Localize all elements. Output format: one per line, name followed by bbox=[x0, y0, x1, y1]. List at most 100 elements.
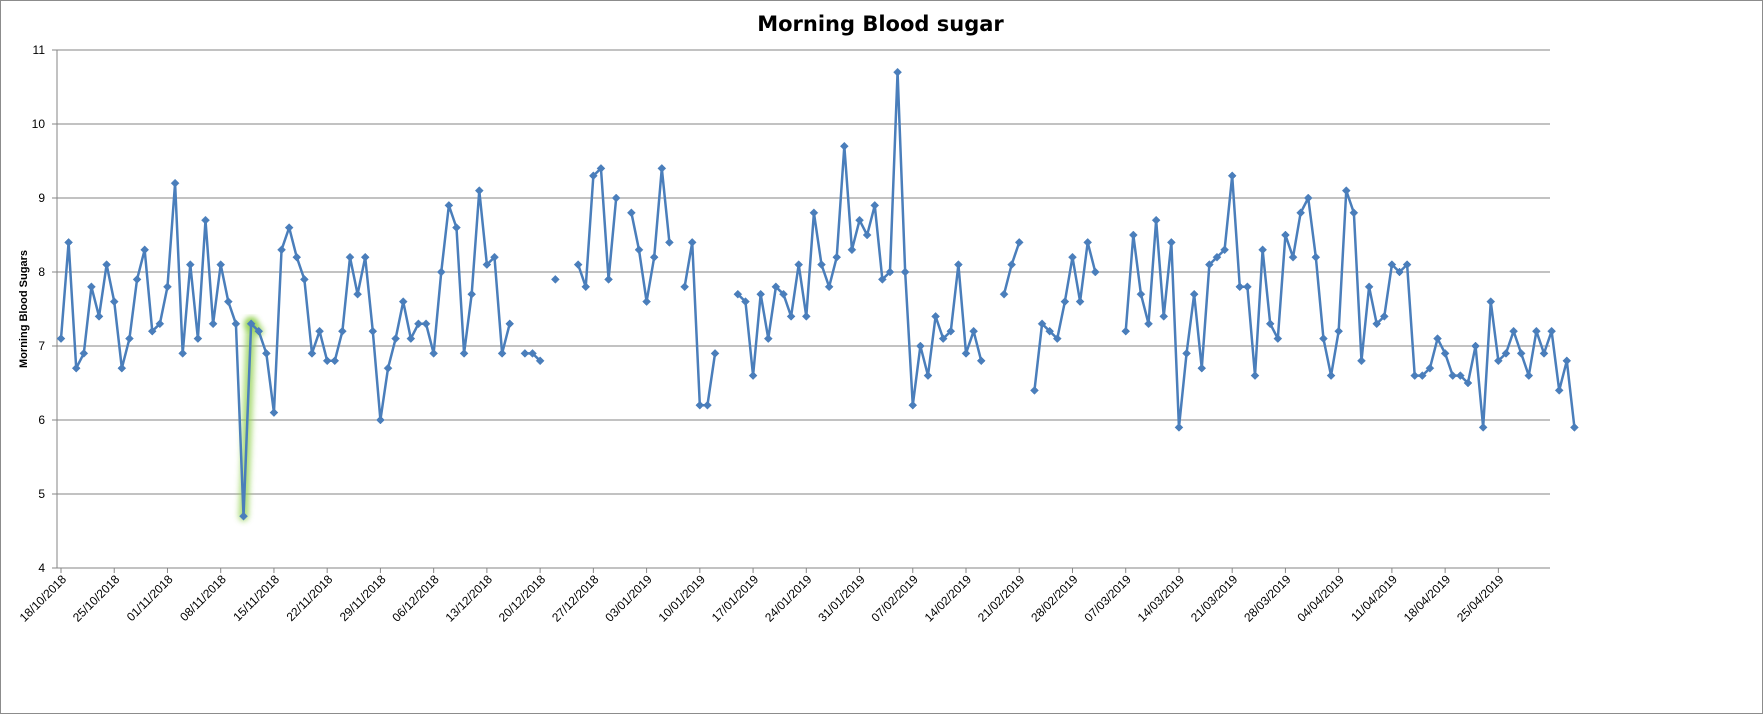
data-point bbox=[741, 297, 750, 306]
x-tick-label: 28/02/2019 bbox=[1028, 572, 1081, 625]
data-point bbox=[1433, 334, 1442, 343]
data-point bbox=[1220, 245, 1229, 255]
data-point bbox=[969, 326, 978, 336]
data-point bbox=[406, 334, 416, 343]
data-point bbox=[1448, 371, 1458, 380]
data-point bbox=[1539, 349, 1549, 358]
data-point bbox=[1455, 371, 1465, 380]
x-tick-label: 24/01/2019 bbox=[762, 572, 815, 625]
y-tick-label: 5 bbox=[38, 487, 45, 501]
data-point bbox=[223, 297, 233, 306]
x-tick-label: 11/04/2019 bbox=[1348, 572, 1400, 624]
data-point bbox=[1258, 245, 1267, 255]
data-point bbox=[132, 275, 142, 284]
data-point bbox=[56, 334, 66, 343]
y-tick-label: 8 bbox=[38, 265, 45, 279]
x-tick-label: 15/11/2018 bbox=[230, 572, 282, 624]
x-tick-label: 27/12/2018 bbox=[549, 572, 602, 625]
data-point bbox=[763, 334, 773, 343]
x-tick-label: 07/03/2019 bbox=[1081, 572, 1134, 625]
data-point bbox=[246, 319, 256, 329]
data-point bbox=[429, 349, 439, 358]
data-point bbox=[573, 260, 583, 269]
data-point bbox=[353, 289, 362, 299]
data-point bbox=[1372, 319, 1382, 329]
data-point bbox=[581, 282, 591, 292]
data-point bbox=[954, 260, 963, 269]
data-point bbox=[1547, 326, 1556, 336]
data-point bbox=[497, 349, 507, 358]
y-tick-label: 6 bbox=[38, 413, 45, 427]
data-point bbox=[1440, 349, 1450, 358]
data-point bbox=[680, 282, 689, 292]
series-line bbox=[1033, 241, 1097, 391]
y-tick-label: 10 bbox=[32, 117, 46, 131]
data-point bbox=[1463, 378, 1473, 388]
data-point bbox=[520, 349, 530, 358]
data-point bbox=[1417, 371, 1427, 380]
data-point bbox=[1205, 260, 1214, 269]
data-point bbox=[1395, 267, 1404, 277]
data-point bbox=[1486, 297, 1496, 306]
data-point bbox=[657, 164, 667, 173]
y-tick-label: 9 bbox=[38, 191, 45, 205]
series-lines bbox=[59, 70, 1576, 518]
data-point bbox=[170, 178, 180, 188]
x-tick-label: 17/01/2019 bbox=[709, 572, 762, 625]
data-point bbox=[231, 319, 241, 329]
data-point bbox=[847, 245, 857, 255]
data-point bbox=[695, 400, 705, 410]
data-point bbox=[1554, 386, 1564, 395]
data-point bbox=[923, 371, 933, 380]
data-point bbox=[201, 215, 210, 225]
data-point bbox=[1151, 215, 1161, 225]
data-point bbox=[703, 400, 712, 410]
data-point bbox=[862, 230, 872, 240]
data-point bbox=[1007, 260, 1016, 269]
data-point bbox=[832, 252, 842, 262]
data-point bbox=[1045, 326, 1055, 336]
data-point bbox=[391, 334, 400, 343]
data-point bbox=[1144, 319, 1153, 329]
x-tick-label: 06/12/2018 bbox=[389, 572, 442, 625]
data-point bbox=[1303, 193, 1313, 203]
data-point bbox=[315, 326, 324, 336]
data-point bbox=[1509, 326, 1518, 336]
data-point bbox=[1212, 252, 1222, 262]
x-tick-label: 14/02/2019 bbox=[922, 572, 975, 625]
data-point bbox=[649, 252, 659, 262]
data-point bbox=[1227, 171, 1237, 181]
data-point bbox=[779, 289, 788, 299]
data-point bbox=[1075, 297, 1085, 306]
x-tick-label: 03/01/2019 bbox=[602, 572, 655, 625]
x-tick-label: 22/11/2018 bbox=[284, 572, 336, 624]
data-point bbox=[1121, 326, 1131, 336]
data-point bbox=[140, 245, 150, 255]
data-point bbox=[474, 186, 484, 195]
data-point bbox=[976, 356, 986, 366]
data-point bbox=[322, 356, 332, 366]
data-point bbox=[916, 341, 925, 351]
data-point bbox=[330, 356, 340, 366]
data-point bbox=[604, 275, 613, 284]
data-point bbox=[878, 275, 887, 284]
data-point bbox=[1235, 282, 1245, 292]
data-point bbox=[269, 408, 279, 417]
data-point bbox=[1311, 252, 1321, 262]
data-point bbox=[208, 319, 218, 329]
data-point bbox=[1288, 252, 1298, 262]
data-point bbox=[1387, 260, 1397, 269]
data-point bbox=[1501, 349, 1511, 358]
data-point bbox=[1319, 334, 1328, 343]
data-point bbox=[1494, 356, 1503, 366]
chart-title: Morning Blood sugar bbox=[757, 12, 1004, 36]
axes bbox=[56, 50, 1550, 569]
data-point bbox=[1524, 371, 1534, 380]
data-point bbox=[155, 319, 165, 329]
data-point bbox=[801, 312, 811, 321]
data-point bbox=[1341, 186, 1351, 195]
data-point bbox=[1326, 371, 1336, 380]
data-point bbox=[908, 400, 918, 410]
